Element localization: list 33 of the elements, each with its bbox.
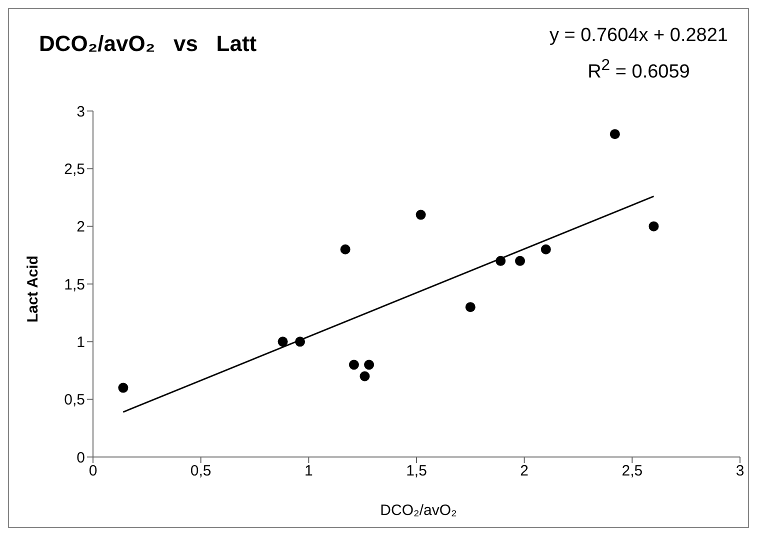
point (278, 336, 288, 347)
point (648, 221, 659, 232)
x-tick-label: 0 (88, 462, 98, 480)
point (465, 302, 476, 312)
point (295, 336, 306, 347)
point (340, 244, 350, 254)
x-tick-label: 3 (736, 462, 744, 480)
point (360, 371, 370, 382)
y-tick-label: 3 (76, 103, 85, 120)
y-axis-title: Lact Acid (24, 256, 42, 322)
text: y = 0.7604x + 0.2821 (549, 25, 728, 46)
point (496, 256, 506, 266)
point (515, 256, 526, 266)
point (610, 129, 620, 140)
x-tick-label: 0,5 (190, 462, 212, 480)
point (118, 382, 128, 393)
x-tick-label: 2 (520, 462, 529, 480)
point (540, 244, 551, 254)
x-axis-title: DCO₂/avO₂ (380, 502, 457, 519)
y-tick-label: 0 (76, 449, 85, 466)
x-tick-label: 1,5 (406, 462, 427, 480)
chart-title: DCO₂/avO₂ vs Latt (39, 31, 257, 56)
y-tick-label: 1 (76, 334, 85, 351)
y-tick-label: 2,5 (64, 160, 85, 178)
y-tick-label: 0,5 (64, 392, 85, 409)
point (364, 360, 374, 370)
x-tick-label: 2,5 (622, 462, 643, 480)
x-tick-label: 1 (304, 462, 313, 480)
y-tick-label: 1,5 (64, 276, 85, 294)
text: R$^{2}$ = 0.6059 (588, 57, 690, 82)
point (416, 210, 426, 220)
y-tick-label: 2 (76, 218, 85, 236)
point (348, 360, 359, 370)
